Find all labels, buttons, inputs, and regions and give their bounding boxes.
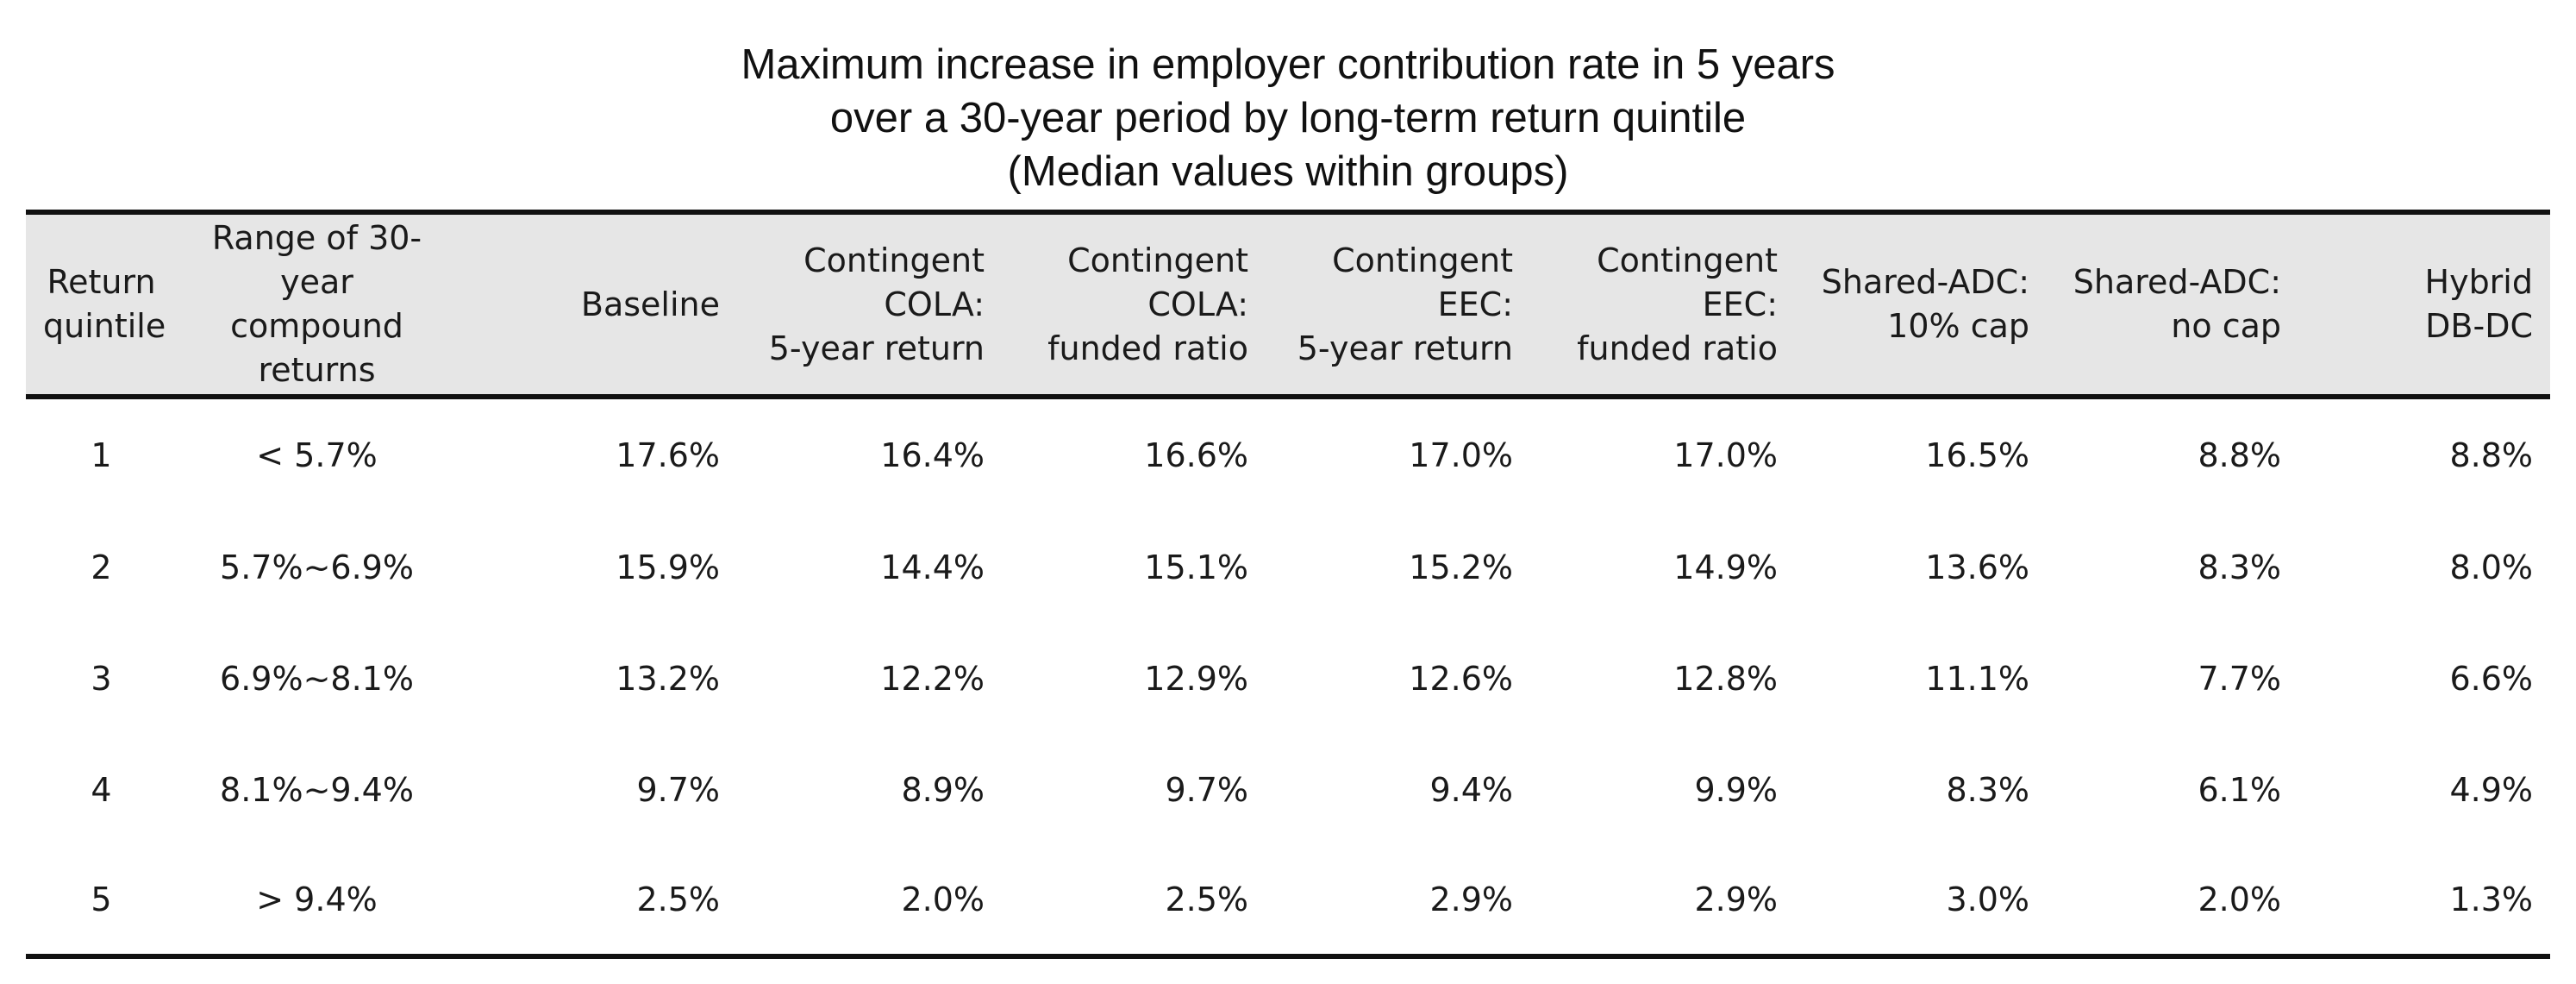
cell-return-quintile: 4 [91, 770, 112, 809]
header-return-range: Range of 30-year compound returns [177, 210, 457, 399]
cell-shared-adc-nocap: 2.0% [2047, 845, 2298, 959]
cell-contingent-cola-funded: 2.5% [1002, 845, 1266, 959]
cell-contingent-cola-5yr: 2.0% [737, 845, 1002, 959]
cell-contingent-eec-5yr: 17.0% [1409, 436, 1513, 474]
cell-contingent-eec-5yr: 12.6% [1409, 659, 1513, 698]
cell-contingent-eec-funded: 17.0% [1673, 436, 1778, 474]
cell-hybrid-db-dc: 8.8% [2449, 436, 2533, 474]
header-return-quintile: Return quintile [26, 210, 177, 399]
cell-contingent-cola-5yr: 16.4% [880, 436, 985, 474]
cell-hybrid-db-dc: 1.3% [2298, 845, 2550, 959]
cell-shared-adc-nocap: 7.7% [2198, 659, 2281, 698]
cell-baseline: 17.6% [616, 436, 720, 474]
header-shared-adc-10cap: Shared-ADC: 10% cap [1795, 210, 2047, 399]
header-baseline: Baseline [457, 210, 737, 399]
header-contingent-eec-5yr: Contingent EEC: 5-year return [1266, 210, 1530, 399]
cell-return-range: 6.9%~8.1% [220, 659, 414, 698]
cell-shared-adc-nocap: 8.8% [2198, 436, 2281, 474]
cell-return-range: 8.1%~9.4% [220, 770, 414, 809]
cell-contingent-eec-5yr: 15.2% [1409, 548, 1513, 586]
cell-hybrid-db-dc: 8.0% [2449, 548, 2533, 586]
cell-contingent-cola-5yr: 14.4% [880, 548, 985, 586]
cell-hybrid-db-dc: 6.6% [2449, 659, 2533, 698]
contribution-table: Return quintile Range of 30-year compoun… [26, 210, 2550, 959]
cell-return-quintile: 1 [91, 436, 112, 474]
cell-hybrid-db-dc: 4.9% [2449, 770, 2533, 809]
cell-baseline: 2.5% [457, 845, 737, 959]
cell-contingent-cola-5yr: 12.2% [880, 659, 985, 698]
cell-baseline: 13.2% [616, 659, 720, 698]
cell-shared-adc-nocap: 8.3% [2198, 548, 2281, 586]
table-row: 3 6.9%~8.1% 13.2% 12.2% 12.9% 12.6% 12.8% 11.1%… [26, 623, 2550, 734]
cell-contingent-eec-funded: 9.9% [1694, 770, 1778, 809]
cell-shared-adc-10cap: 3.0% [1795, 845, 2047, 959]
cell-return-quintile: 3 [91, 659, 112, 698]
cell-shared-adc-10cap: 16.5% [1925, 436, 2029, 474]
cell-contingent-cola-5yr: 8.9% [901, 770, 985, 809]
cell-return-quintile: 2 [91, 548, 112, 586]
cell-contingent-cola-funded: 15.1% [1144, 548, 1248, 586]
cell-return-range: < 5.7% [256, 436, 378, 474]
chart-title-line-2: over a 30-year period by long-term retur… [829, 95, 1747, 141]
table-header-row: Return quintile Range of 30-year compoun… [26, 210, 2550, 399]
chart-title-line-1: Maximum increase in employer contributio… [741, 41, 1835, 88]
cell-contingent-eec-5yr: 2.9% [1266, 845, 1530, 959]
cell-return-range: > 9.4% [177, 845, 457, 959]
cell-contingent-eec-funded: 14.9% [1673, 548, 1778, 586]
header-shared-adc-nocap: Shared-ADC: no cap [2047, 210, 2298, 399]
table-row: 1 < 5.7% 17.6% 16.4% 16.6% 17.0% 17.0% 16.5% 8.8… [26, 397, 2550, 511]
cell-return-range: 5.7%~6.9% [220, 548, 414, 586]
table-body: 1 < 5.7% 17.6% 16.4% 16.6% 17.0% 17.0% 16.5% 8.8… [26, 397, 2550, 959]
cell-shared-adc-10cap: 8.3% [1946, 770, 2029, 809]
cell-baseline: 9.7% [636, 770, 720, 809]
cell-return-quintile: 5 [26, 845, 177, 959]
table-row: 2 5.7%~6.9% 15.9% 14.4% 15.1% 15.2% 14.9% 13.6%… [26, 511, 2550, 623]
header-contingent-eec-funded: Contingent EEC: funded ratio [1530, 210, 1795, 399]
header-contingent-cola-funded: Contingent COLA: funded ratio [1002, 210, 1266, 399]
cell-baseline: 15.9% [616, 548, 720, 586]
chart-title-line-3: (Median values within groups) [1007, 148, 1569, 195]
cell-shared-adc-nocap: 6.1% [2198, 770, 2281, 809]
chart-title: Maximum increase in employer contributio… [0, 38, 2576, 198]
table-row: 4 8.1%~9.4% 9.7% 8.9% 9.7% 9.4% 9.9% 8.3% 6.1% 4.… [26, 734, 2550, 845]
cell-contingent-cola-funded: 16.6% [1144, 436, 1248, 474]
cell-contingent-eec-5yr: 9.4% [1429, 770, 1513, 809]
cell-contingent-cola-funded: 12.9% [1144, 659, 1248, 698]
table-row: 5 > 9.4% 2.5% 2.0% 2.5% 2.9% 2.9% 3.0% 2.0% 1.3% [26, 845, 2550, 959]
cell-contingent-cola-funded: 9.7% [1165, 770, 1248, 809]
cell-contingent-eec-funded: 12.8% [1673, 659, 1778, 698]
header-contingent-cola-5yr: Contingent COLA: 5-year return [737, 210, 1002, 399]
cell-contingent-eec-funded: 2.9% [1530, 845, 1795, 959]
header-hybrid-db-dc: Hybrid DB-DC [2298, 210, 2550, 399]
contribution-table-wrapper: Return quintile Range of 30-year compoun… [26, 210, 2550, 959]
cell-shared-adc-10cap: 13.6% [1925, 548, 2029, 586]
cell-shared-adc-10cap: 11.1% [1925, 659, 2029, 698]
